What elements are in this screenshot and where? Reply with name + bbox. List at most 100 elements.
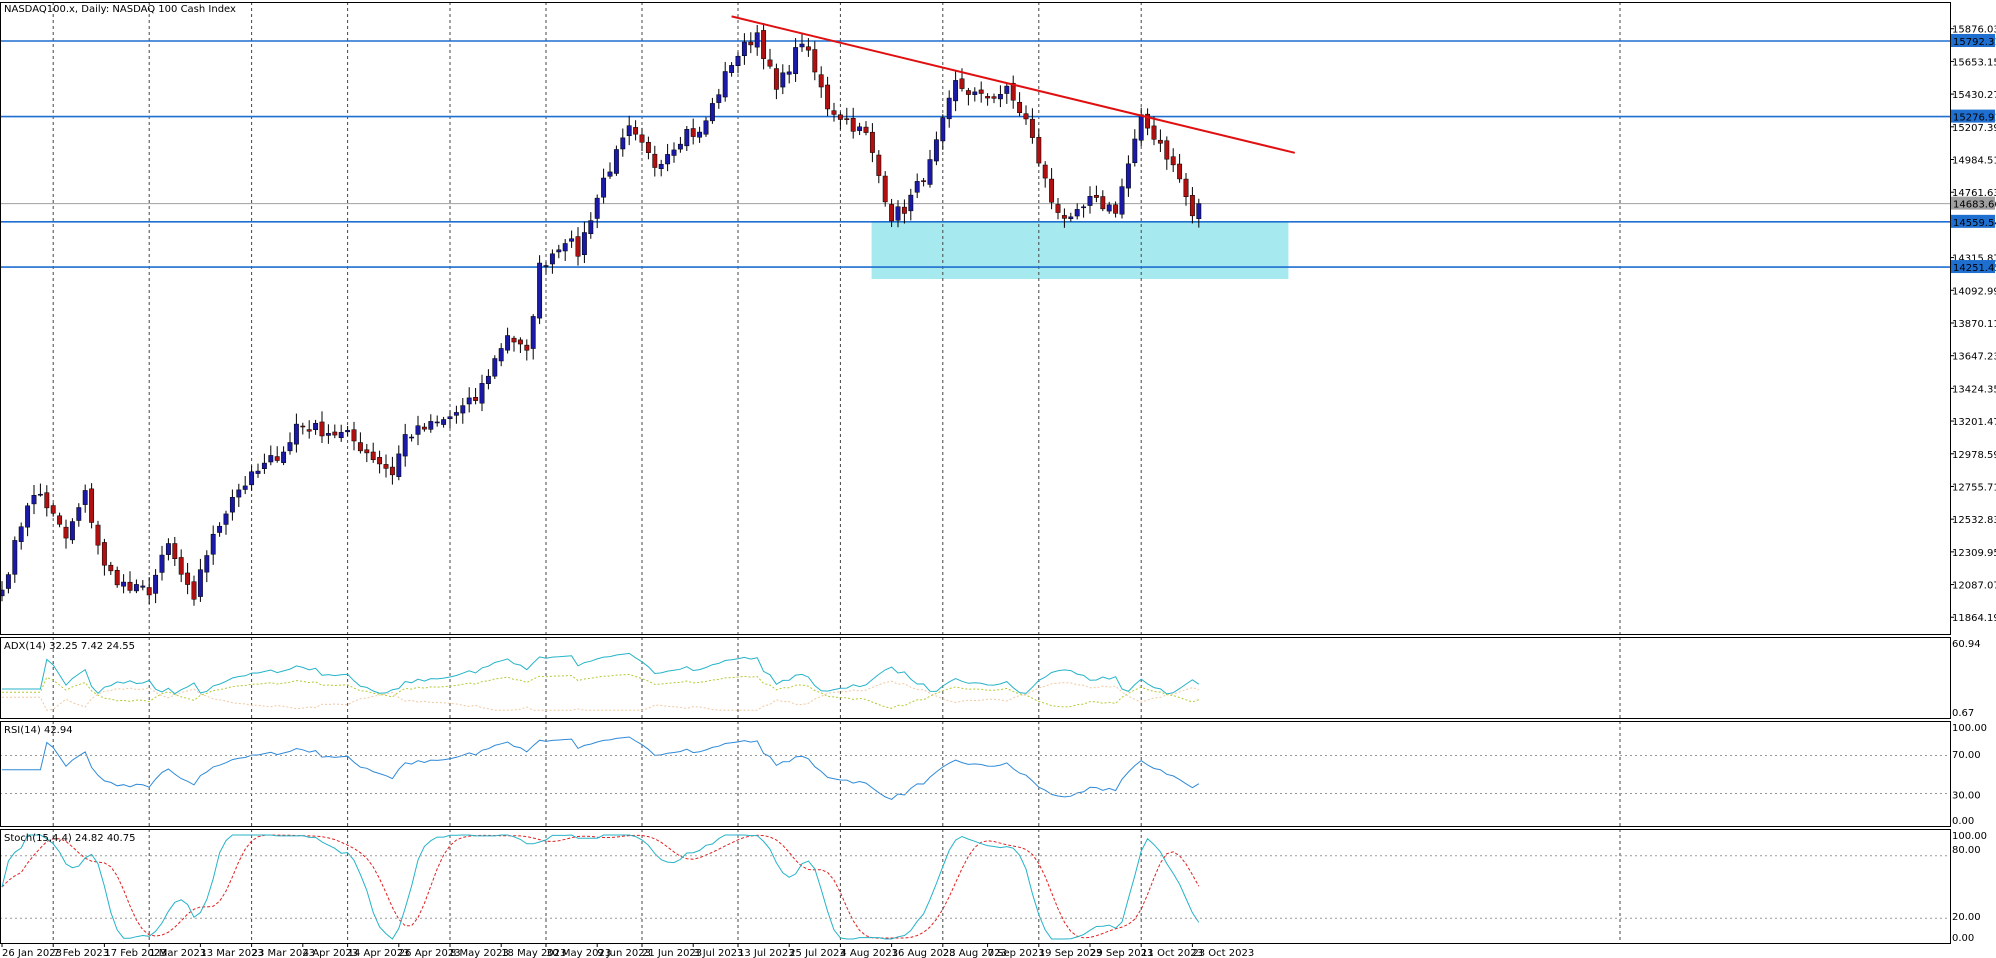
candle-body <box>1055 204 1061 213</box>
rsi-tick-label: 0.00 <box>1952 816 1974 827</box>
candle-body <box>50 505 56 514</box>
candle-body <box>1125 163 1131 189</box>
candle-body <box>1119 186 1125 215</box>
level-label-14251.45: 14251.45 <box>1953 263 1996 274</box>
candle-body <box>1106 204 1112 212</box>
candle-body <box>140 585 146 588</box>
trendline-layer <box>731 15 1296 154</box>
candle-body <box>165 543 171 555</box>
candle-body <box>703 120 709 135</box>
candle-body <box>927 159 933 185</box>
level-label-15276.91-box <box>1951 109 1995 123</box>
candle-body <box>786 71 792 75</box>
candle-body <box>722 71 728 98</box>
candle-body <box>409 436 415 439</box>
candle-body <box>639 134 645 143</box>
candle-body <box>1074 209 1080 217</box>
price-tick-label: 14315.87 <box>1952 254 1996 265</box>
candle-body <box>1113 204 1119 214</box>
date-label: 9 Jun 2023 <box>597 948 651 958</box>
date-label: 30 May 2023 <box>546 948 611 958</box>
candle-body <box>351 429 357 442</box>
date-label: 29 Sep 2023 <box>1090 948 1153 958</box>
candle-body <box>133 584 139 592</box>
candle-body <box>741 41 747 56</box>
adx-minus-di-line <box>2 680 1199 711</box>
adx-tick-label: 60.94 <box>1952 639 1981 650</box>
candle-body <box>652 153 658 168</box>
candle-body <box>479 383 485 404</box>
price-tick-label: 11864.19 <box>1952 613 1996 624</box>
date-label: 16 Aug 2023 <box>892 948 956 958</box>
candle-body <box>793 47 799 74</box>
candle-body <box>972 91 978 95</box>
candle-body <box>857 126 863 131</box>
date-label: 13 Mar 2023 <box>200 948 263 958</box>
candle-body <box>1068 216 1074 220</box>
candle-body <box>63 526 69 539</box>
candle-body <box>517 339 523 345</box>
candle-body <box>402 434 408 457</box>
candle-body <box>549 253 555 265</box>
stoch-label: Stoch(15,4,4) 24.82 40.75 <box>4 833 135 844</box>
candle-body <box>447 416 453 420</box>
candle-body <box>780 72 786 88</box>
candle-body <box>633 127 639 135</box>
candle-body <box>159 554 165 573</box>
candle-body <box>773 68 779 90</box>
candle-body <box>249 471 255 486</box>
candle-body <box>223 513 229 525</box>
candle-body <box>57 515 63 525</box>
candle-body <box>1042 164 1048 179</box>
candle-body <box>357 442 363 452</box>
candle-body <box>626 125 632 137</box>
date-label: 7 Sep 2023 <box>988 948 1045 958</box>
candle-body <box>1004 85 1010 94</box>
stoch-tick-label: 0.00 <box>1952 933 1974 944</box>
candle-body <box>1157 139 1163 144</box>
candle-body <box>191 581 197 600</box>
price-tick-label: 15430.27 <box>1952 90 1996 101</box>
candle-body <box>185 572 191 585</box>
candle-body <box>146 587 152 596</box>
candle-body <box>581 232 587 256</box>
candle-body <box>268 455 274 463</box>
candle-body <box>498 348 504 362</box>
rsi-line <box>2 736 1200 800</box>
candle-body <box>281 451 287 463</box>
candle-body <box>933 139 939 162</box>
candle-body <box>255 470 261 474</box>
date-label: 18 May 2023 <box>501 948 566 958</box>
candle-body <box>914 181 920 193</box>
date-label: 17 Feb 2023 <box>104 948 166 958</box>
candle-body <box>127 581 133 591</box>
date-label: 28 Aug 2023 <box>943 948 1007 958</box>
price-tick-label: 12755.71 <box>1952 482 1996 493</box>
price-tick-label: 15876.03 <box>1952 25 1996 36</box>
candle-body <box>921 180 927 182</box>
date-label: 26 Apr 2023 <box>399 948 461 958</box>
candle-body <box>665 154 671 165</box>
candle-body <box>613 149 619 174</box>
candle-body <box>767 59 773 67</box>
candle-body <box>978 89 984 94</box>
date-label: 11 Oct 2023 <box>1141 948 1203 958</box>
labels-layer: NASDAQ100.x, Daily: NASDAQ 100 Cash Inde… <box>1 4 1996 958</box>
candle-body <box>588 220 594 235</box>
rsi-label: RSI(14) 42.94 <box>4 725 73 736</box>
candle-body <box>511 337 517 343</box>
candle-body <box>1183 178 1189 198</box>
candle-body <box>901 206 907 214</box>
grid-layer <box>52 2 1621 943</box>
candle-body <box>389 466 395 476</box>
adx-plus-di-line <box>2 673 1199 709</box>
candle-body <box>709 103 715 122</box>
candle-body <box>370 451 376 461</box>
support-zone-layer <box>871 221 1289 279</box>
candle-body <box>863 126 869 133</box>
candle-body <box>735 55 741 66</box>
candle-body <box>332 431 338 436</box>
candle-body <box>1023 113 1029 120</box>
candle-body <box>325 433 331 436</box>
candle-body <box>108 564 114 572</box>
